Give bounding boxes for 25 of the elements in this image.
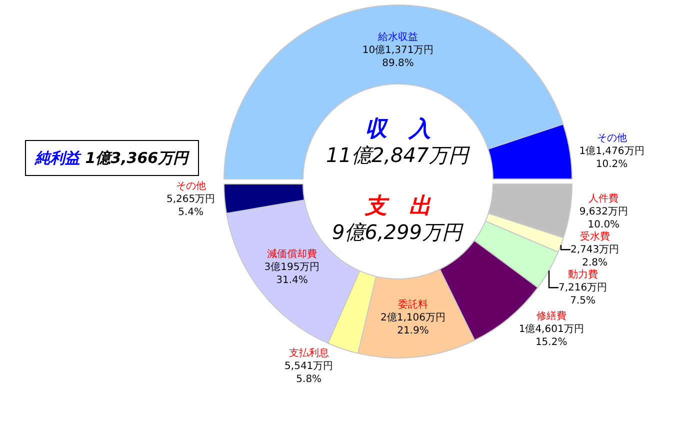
slice-label: 人件費	[588, 192, 619, 205]
data-label: 7,216万円 7.5%	[558, 282, 608, 307]
data-label: 1億4,601万円 15.2%	[518, 322, 584, 348]
data-label: 3億195万円 31.4%	[264, 260, 320, 286]
data-label: 1億1,476万円 10.2%	[579, 144, 644, 170]
slice-label: 委託料	[398, 298, 428, 311]
slice-label: その他	[596, 132, 627, 144]
text: 収 入	[365, 117, 431, 142]
data-label: 9,632万円 10.0%	[579, 206, 628, 231]
text: 11億2,847万円	[326, 143, 471, 167]
text: 9億6,299万円	[332, 220, 464, 244]
slice-label: 給水収益	[377, 31, 418, 44]
data-label: 5,541万円 5.8%	[284, 361, 334, 386]
slice-label: その他	[176, 180, 206, 192]
data-label: 5,265万円 5.4%	[166, 194, 216, 218]
data-label: 10億1,371万円 89.8%	[362, 44, 434, 70]
data-label: 2,743万円 2.8%	[570, 244, 620, 269]
slice-label: 動力費	[568, 268, 598, 281]
data-label: 2億1,106万円 21.9%	[380, 312, 446, 337]
slice-label: 減価償却費	[266, 248, 317, 260]
slice-label: 支払利息	[288, 347, 329, 360]
text: 支 出	[364, 194, 432, 219]
slice-label: 受水費	[580, 230, 610, 243]
slice-label: 修繕費	[536, 310, 566, 322]
text: 純利益 1億3,366万円	[34, 149, 190, 167]
